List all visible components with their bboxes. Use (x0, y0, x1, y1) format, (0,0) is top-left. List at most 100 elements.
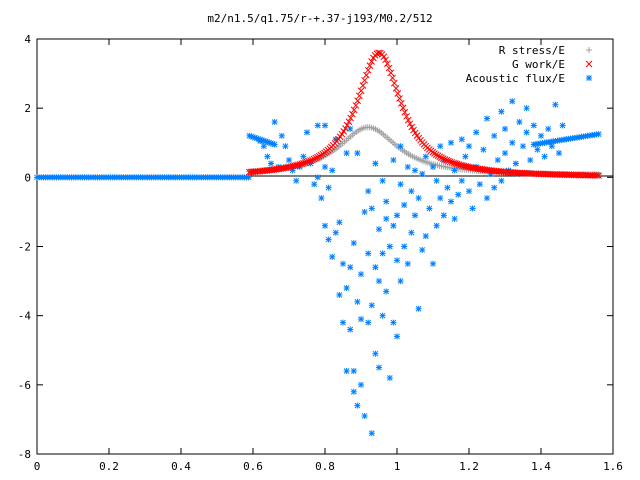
acoustic-flux-point (354, 150, 361, 157)
g-work-point (300, 159, 307, 167)
acoustic-flux-point (386, 374, 393, 381)
acoustic-flux-point (365, 188, 372, 195)
g-work-point (307, 157, 314, 164)
acoustic-flux-point (379, 250, 386, 257)
acoustic-flux-point (458, 136, 465, 143)
acoustic-flux-point (437, 195, 444, 202)
acoustic-flux-point (451, 215, 458, 222)
series-acoustic-flux (34, 98, 602, 437)
acoustic-flux-point (476, 181, 483, 188)
y-tick-label: -8 (18, 448, 31, 461)
acoustic-flux-point (484, 115, 490, 122)
g-work-point (390, 79, 398, 87)
acoustic-flux-point (394, 212, 400, 219)
acoustic-flux-point (480, 146, 487, 153)
g-work-point (408, 123, 416, 131)
acoustic-flux-point (527, 157, 534, 164)
acoustic-flux-point (390, 319, 397, 326)
acoustic-flux-point (376, 364, 382, 371)
g-work-point (446, 158, 454, 166)
acoustic-flux-point (433, 177, 440, 184)
acoustic-flux-point (322, 163, 328, 170)
acoustic-flux-point (545, 125, 552, 132)
legend-marker (585, 60, 593, 68)
y-tick-label: 4 (24, 33, 31, 46)
acoustic-flux-point (397, 278, 404, 285)
g-work-point (347, 114, 355, 122)
acoustic-flux-point (260, 143, 267, 150)
g-work-point (595, 172, 602, 179)
acoustic-flux-point (372, 264, 379, 271)
y-tick-label: -4 (18, 310, 32, 323)
acoustic-flux-point (318, 195, 325, 202)
acoustic-flux-point (473, 129, 480, 136)
acoustic-flux-point (358, 271, 364, 278)
acoustic-flux-point (433, 222, 440, 229)
g-work-point (397, 99, 405, 107)
acoustic-flux-point (462, 153, 469, 160)
acoustic-flux-point (455, 191, 462, 198)
acoustic-flux-point (271, 119, 278, 125)
acoustic-flux-point (271, 141, 278, 148)
acoustic-flux-point (354, 402, 361, 409)
acoustic-flux-point (322, 122, 328, 129)
g-work-point (350, 106, 358, 114)
g-work-point (352, 102, 360, 109)
g-work-point (438, 154, 445, 162)
acoustic-flux-point (293, 177, 300, 184)
acoustic-flux-point (368, 430, 375, 437)
acoustic-flux-point (494, 157, 501, 164)
acoustic-flux-point (538, 132, 544, 139)
g-work-point (301, 159, 309, 166)
g-work-point (363, 71, 370, 79)
g-work-point (356, 92, 363, 100)
g-work-point (368, 58, 375, 65)
g-work-point (401, 108, 409, 116)
acoustic-flux-point (365, 319, 372, 326)
acoustic-flux-point (516, 119, 523, 125)
acoustic-flux-point (314, 122, 321, 129)
acoustic-flux-point (404, 260, 411, 267)
acoustic-flux-point (502, 125, 508, 132)
legend-marker (586, 75, 592, 81)
acoustic-flux-point (390, 157, 397, 164)
acoustic-flux-point (419, 170, 426, 177)
chart-title: m2/n1.5/q1.75/r-+.37-j193/M0.2/512 (207, 12, 432, 25)
legend-label: G work/E (512, 58, 565, 71)
g-work-point (406, 120, 414, 128)
acoustic-flux-point (358, 381, 364, 388)
acoustic-flux-point (469, 205, 476, 212)
acoustic-flux-point (466, 188, 472, 195)
g-work-point (439, 155, 447, 162)
g-work-point (441, 156, 449, 163)
acoustic-flux-point (412, 212, 418, 219)
acoustic-flux-point (368, 205, 375, 212)
g-work-point (357, 87, 365, 95)
acoustic-flux-point (383, 215, 390, 222)
acoustic-flux-point (448, 139, 454, 146)
x-tick-label: 0.4 (171, 460, 191, 473)
x-tick-label: 1 (394, 460, 401, 473)
g-work-point (436, 153, 444, 161)
acoustic-flux-point (386, 243, 393, 250)
g-work-point (345, 118, 353, 126)
acoustic-flux-point (340, 260, 346, 267)
acoustic-flux-point (350, 240, 357, 247)
acoustic-flux-point (498, 108, 505, 115)
axis-ticks: 0 0.2 0.4 0.6 0.8 1 1.2 1.4 1.6 -8 -6 -4 -2 0 2 4 (18, 33, 623, 473)
acoustic-flux-point (361, 208, 368, 215)
acoustic-flux-point (365, 250, 372, 257)
acoustic-flux-point (329, 253, 336, 260)
acoustic-flux-point (491, 132, 498, 139)
x-tick-label: 0.6 (243, 460, 263, 473)
data-layer (34, 49, 602, 437)
acoustic-flux-point (343, 285, 350, 291)
x-tick-label: 1.2 (459, 460, 479, 473)
plot-frame (36, 38, 614, 455)
acoustic-flux-point (390, 222, 397, 229)
acoustic-flux-point (397, 143, 404, 150)
y-tick-label: 0 (24, 171, 31, 184)
legend-marker (586, 47, 592, 53)
acoustic-flux-point (556, 150, 562, 157)
acoustic-flux-point (397, 181, 404, 188)
